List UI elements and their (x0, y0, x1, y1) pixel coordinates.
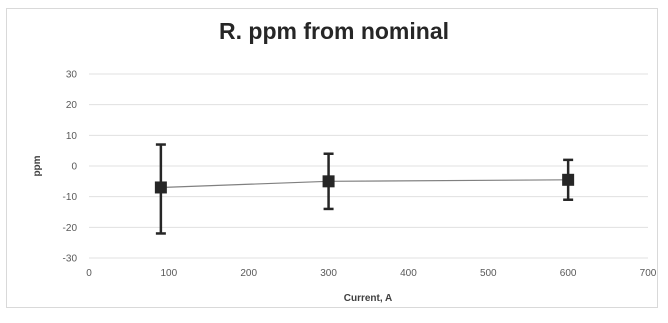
y-tick-label: -10 (63, 192, 78, 203)
y-tick-label: -30 (63, 254, 78, 265)
data-point-marker (154, 181, 167, 194)
series-line (160, 179, 569, 189)
x-tick-label: 0 (86, 268, 92, 279)
data-point-group (154, 143, 167, 235)
y-tick-label: 20 (66, 100, 78, 111)
y-tick-label: 30 (66, 70, 78, 81)
data-point-marker (562, 173, 575, 186)
y-axis-ticks: -30 -20 -10 0 10 20 30 (63, 70, 78, 265)
x-tick-label: 600 (560, 268, 577, 279)
x-tick-label: 400 (400, 268, 417, 279)
data-point-group (322, 152, 335, 211)
x-tick-label: 200 (240, 268, 257, 279)
x-axis-ticks: 0 100 200 300 400 500 600 700 (86, 268, 657, 279)
chart-title: R. ppm from nominal (219, 18, 449, 44)
y-tick-label: 10 (66, 131, 78, 142)
data-point-marker (322, 175, 335, 188)
data-point-group (562, 158, 575, 201)
y-tick-label: -20 (63, 223, 78, 234)
x-axis-title: Current, A (344, 293, 393, 304)
x-tick-label: 500 (480, 268, 497, 279)
data-series (154, 143, 575, 235)
x-tick-label: 100 (161, 268, 178, 279)
x-tick-label: 700 (640, 268, 657, 279)
x-tick-label: 300 (320, 268, 337, 279)
gridlines (89, 73, 648, 259)
y-axis-title: ppm (32, 155, 43, 176)
y-tick-label: 0 (71, 162, 77, 173)
